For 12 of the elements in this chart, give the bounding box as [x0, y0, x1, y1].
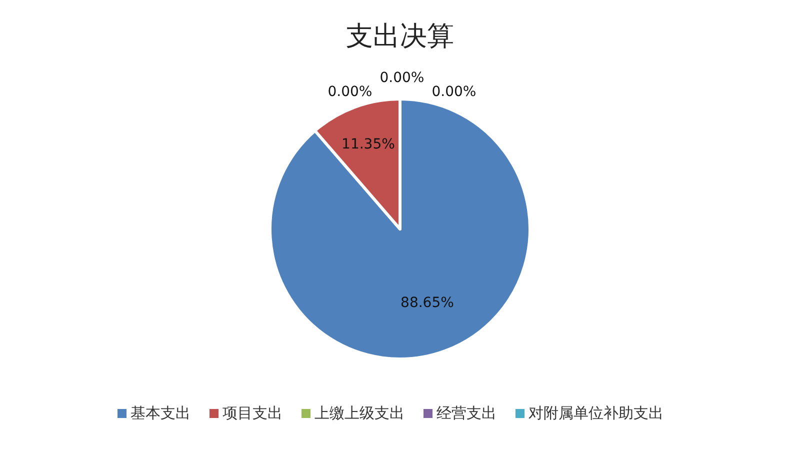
legend-label: 经营支出	[436, 404, 496, 422]
pie-slice	[268, 98, 532, 360]
legend-label: 基本支出	[130, 404, 190, 422]
legend-label: 上缴上级支出	[314, 404, 404, 422]
data-label: 88.65%	[400, 295, 454, 312]
legend-label: 对附属单位补助支出	[528, 404, 664, 422]
text: 0.00%	[380, 70, 424, 86]
data-label: 11.35%	[342, 136, 395, 153]
legend-label: 项目支出	[222, 404, 282, 422]
chart-title: 支出决算	[346, 21, 454, 52]
text: 0.00%	[432, 84, 476, 100]
text: 0.00%	[328, 84, 372, 100]
